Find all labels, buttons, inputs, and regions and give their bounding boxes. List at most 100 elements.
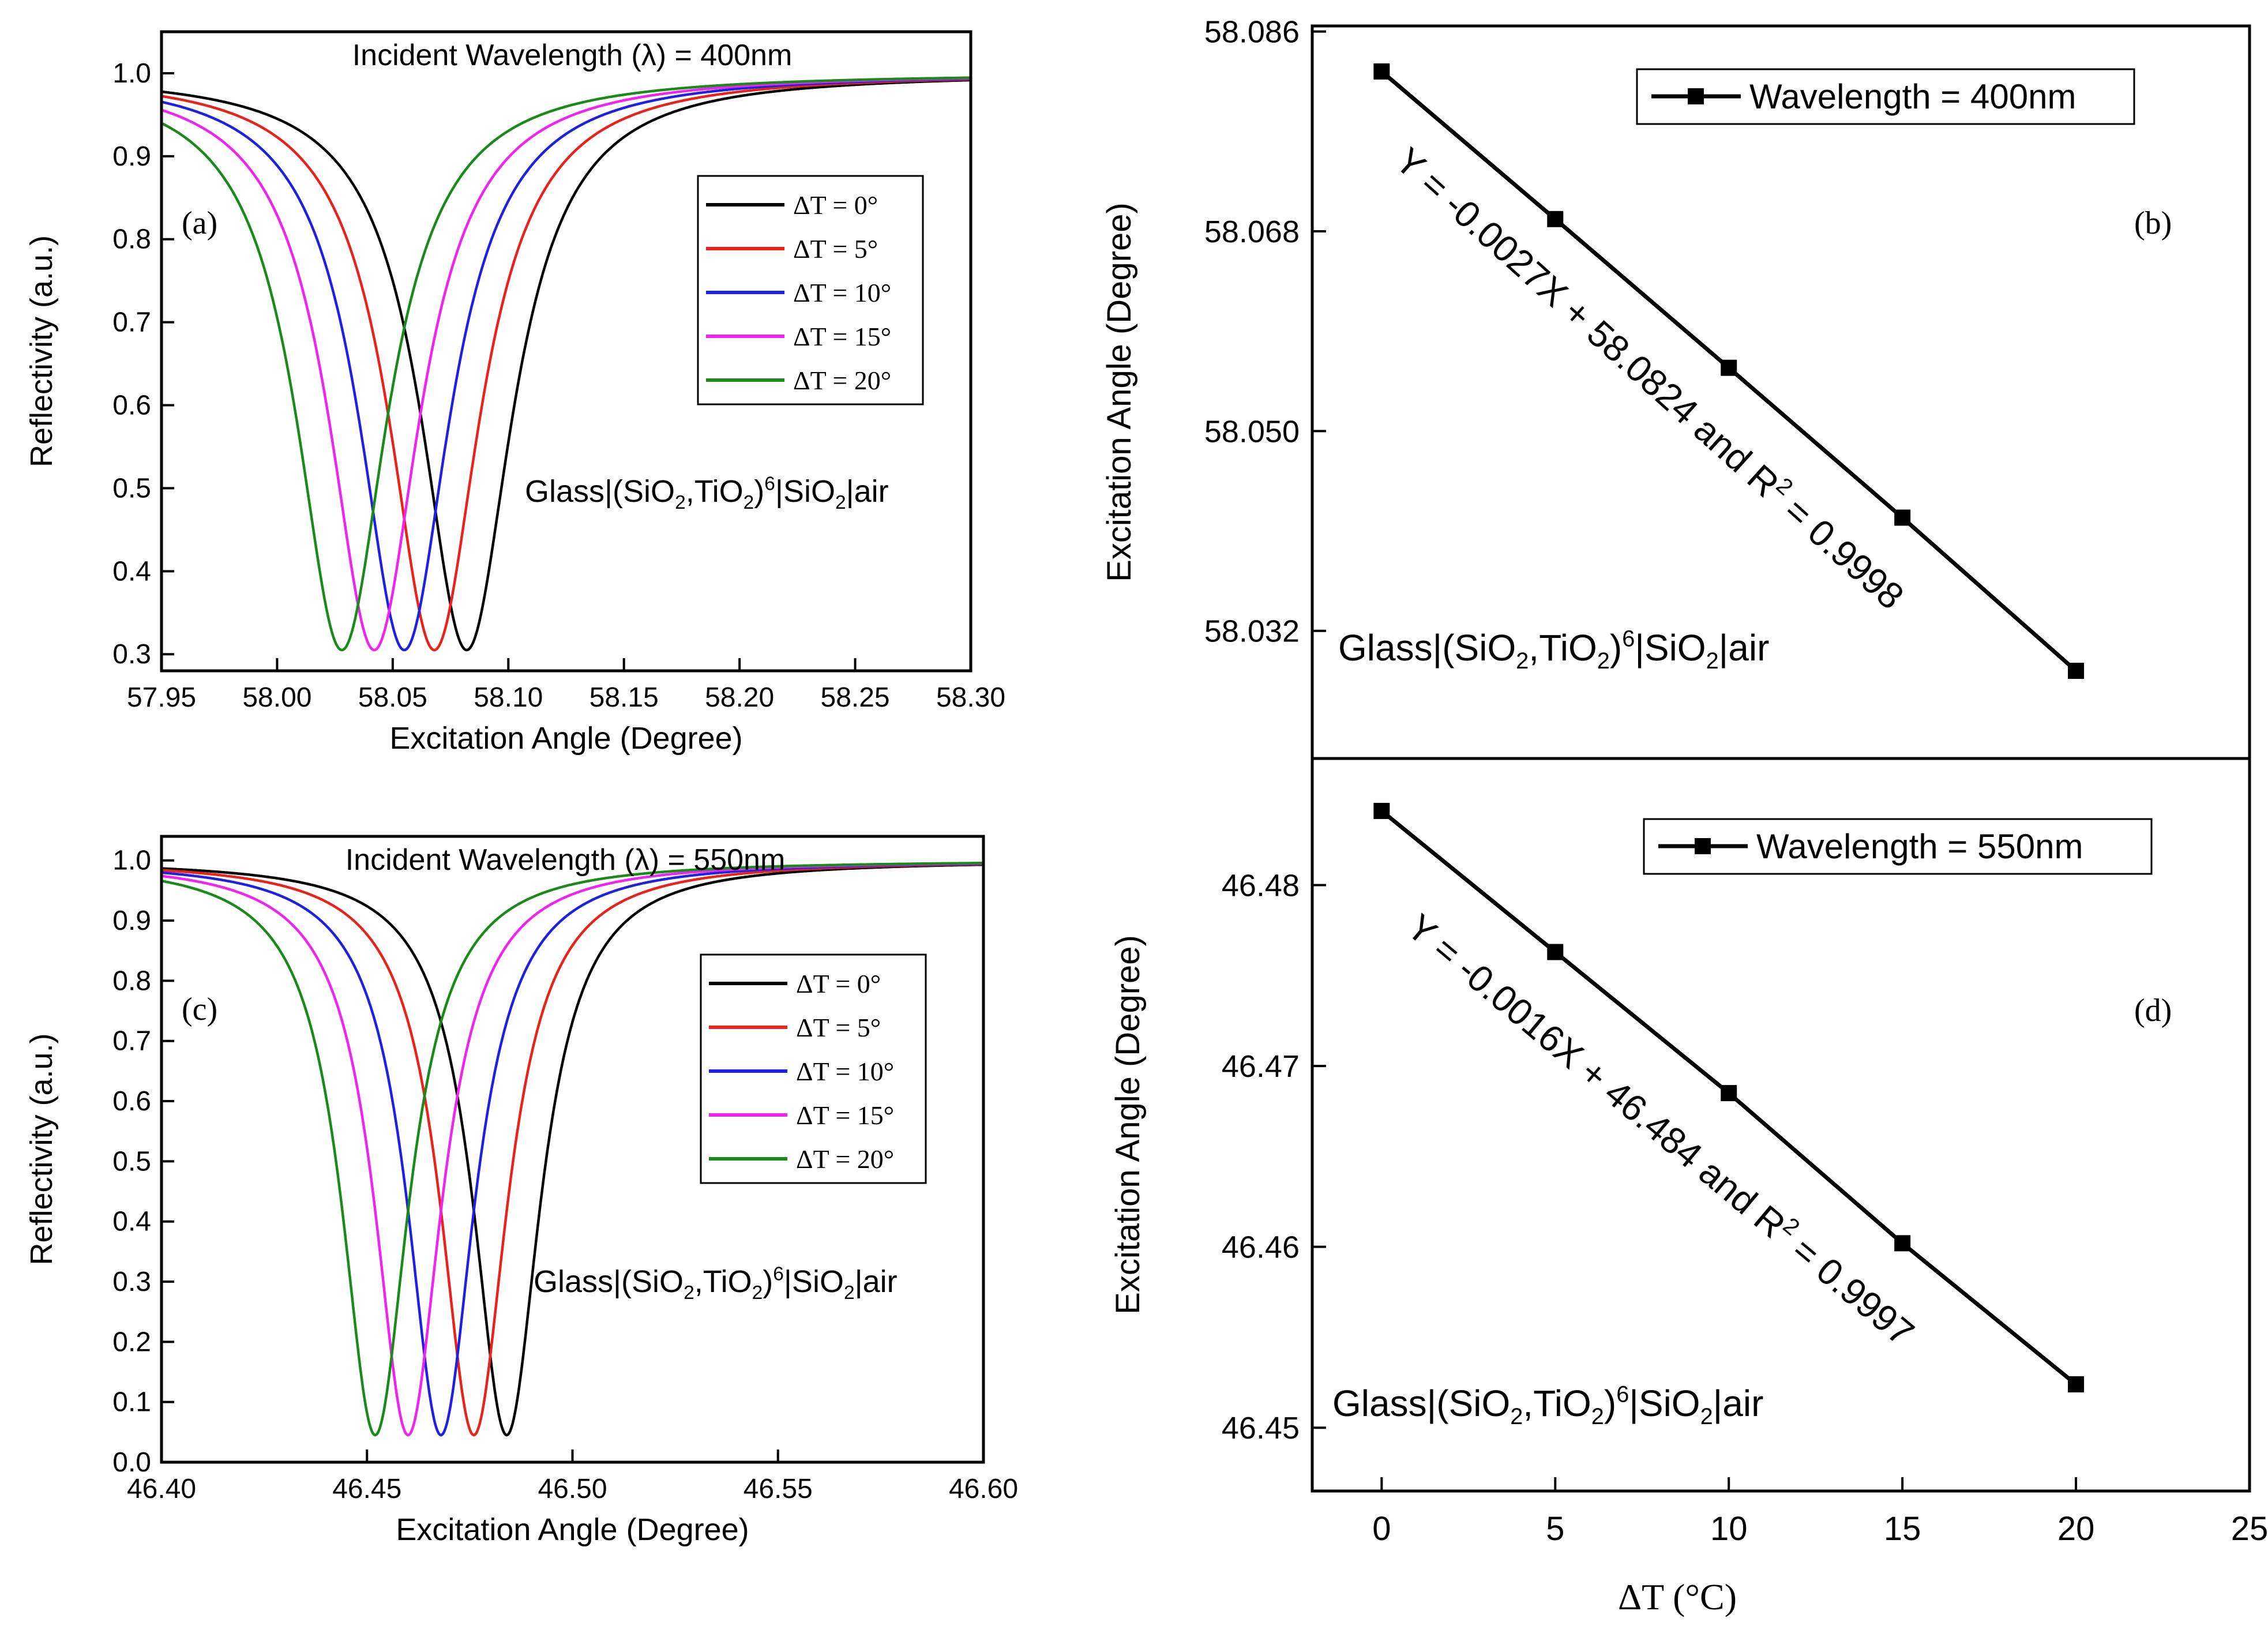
data-point <box>1373 802 1390 819</box>
panel-d: 46.45 46.46 46.47 46.48 Wavelength = 550nm Y … <box>1109 802 2172 1445</box>
y-tick-label: 46.47 <box>1222 1049 1300 1084</box>
series-line-4 <box>162 76 971 652</box>
stack-annotation: Glass|(SiO2,TiO2)6|SiO2|air <box>1332 1382 1763 1429</box>
y-tick-label: 0.2 <box>112 1327 151 1357</box>
legend-entry: ΔT = 15° <box>796 1101 894 1130</box>
x-tick-label: 58.30 <box>936 682 1005 713</box>
data-point <box>1894 509 1911 526</box>
y-tick-label: 0.5 <box>112 1146 151 1177</box>
data-point <box>1547 944 1564 960</box>
y-tick-label: 0.8 <box>112 966 151 996</box>
series-line-0 <box>162 78 971 652</box>
y-tick-label: 0.6 <box>112 390 151 421</box>
legend-entry: Wavelength = 550nm <box>1756 827 2083 866</box>
y-tick-label: 58.032 <box>1204 614 1300 649</box>
y-tick-label: 1.0 <box>112 846 151 876</box>
x-axis-label: ΔT (°C) <box>1618 1576 1737 1617</box>
data-point <box>2068 662 2085 679</box>
x-tick-label: 46.40 <box>127 1474 196 1504</box>
curves <box>162 862 983 1437</box>
y-tick-label: 0.4 <box>112 556 151 587</box>
x-tick-label: 46.60 <box>949 1474 1018 1504</box>
x-tick-label: 20 <box>2057 1510 2095 1548</box>
y-tick-label: 46.48 <box>1222 869 1300 903</box>
y-tick-label: 0.9 <box>112 141 151 172</box>
x-tick-label: 58.05 <box>358 682 427 713</box>
stack-annotation: Glass|(SiO2,TiO2)6|SiO2|air <box>534 1263 898 1303</box>
y-tick-label: 0.3 <box>112 1267 151 1297</box>
legend-entry: ΔT = 0° <box>796 969 881 998</box>
chart-title: Incident Wavelength (λ) = 400nm <box>352 39 793 72</box>
stack-annotation: Glass|(SiO2,TiO2)6|SiO2|air <box>525 473 889 513</box>
legend-box <box>697 175 924 405</box>
y-tick-label: 58.068 <box>1204 215 1300 249</box>
x-tick-label: 25 <box>2231 1510 2268 1548</box>
x-tick-label: 46.50 <box>538 1474 607 1504</box>
x-tick-label: 46.45 <box>332 1474 401 1504</box>
legend-entry: Wavelength = 400nm <box>1749 77 2076 116</box>
x-tick-label: 58.20 <box>705 682 774 713</box>
y-axis-label: Reflectivity (a.u.) <box>24 235 59 467</box>
y-tick-label: 46.45 <box>1222 1411 1300 1445</box>
y-tick-label: 0.8 <box>112 224 151 255</box>
curves <box>162 76 971 652</box>
stack-annotation: Glass|(SiO2,TiO2)6|SiO2|air <box>1338 626 1769 674</box>
fit-equation: Y = -0.0016X + 46.484 and R2 = 0.9997 <box>1399 904 1923 1354</box>
y-tick-label: 58.086 <box>1204 15 1300 50</box>
panel-label: (c) <box>182 992 217 1027</box>
data-point <box>1373 63 1390 80</box>
legend-entry: ΔT = 0° <box>793 190 878 220</box>
x-tick-label: 15 <box>1884 1510 1921 1548</box>
y-tick-label: 0.5 <box>112 473 151 504</box>
legend-box <box>700 953 927 1184</box>
panel-a: 57.95 58.00 58.05 58.10 58.15 58.20 58.25 58.30… <box>24 39 1005 756</box>
y-tick-label: 0.7 <box>112 307 151 338</box>
x-tick-label: 58.25 <box>821 682 890 713</box>
x-tick-label: 46.55 <box>744 1474 813 1504</box>
y-tick-label: 0.9 <box>112 906 151 936</box>
panel-label: (b) <box>2134 205 2172 241</box>
y-tick-label: 58.050 <box>1204 414 1300 449</box>
y-tick-label: 0.7 <box>112 1026 151 1057</box>
series-line-1 <box>162 78 971 652</box>
y-axis-label: Excitation Angle (Degree) <box>1109 935 1147 1315</box>
data-point <box>1721 1085 1737 1102</box>
series-line-4 <box>162 862 983 1437</box>
y-axis-label: Reflectivity (a.u.) <box>24 1033 59 1265</box>
panel-label: (a) <box>182 205 217 241</box>
x-tick-label: 58.00 <box>242 682 311 713</box>
y-tick-label: 0.3 <box>112 639 151 670</box>
panel-label: (d) <box>2134 993 2172 1028</box>
x-tick-label: 58.15 <box>589 682 659 713</box>
data-point <box>1721 359 1737 376</box>
legend-marker <box>1688 88 1704 104</box>
panel-c: 46.40 46.45 46.50 46.55 46.60 0.0 0.1 0.2 0.3 0.4… <box>24 843 1018 1547</box>
y-tick-label: 0.0 <box>112 1447 151 1478</box>
panel-b: 58.032 58.050 58.068 58.086 Wavelength = 400… <box>1101 15 2172 679</box>
y-tick-label: 1.0 <box>112 58 151 89</box>
fit-equation: Y = -0.0027X + 58.0824 and R2 = 0.9998 <box>1388 138 1913 618</box>
x-tick-label: 57.95 <box>127 682 196 713</box>
y-tick-label: 0.4 <box>112 1207 151 1237</box>
series-line-0 <box>162 863 983 1437</box>
x-tick-label: 58.10 <box>474 682 543 713</box>
legend-entry: ΔT = 5° <box>793 234 878 264</box>
legend-entry: ΔT = 15° <box>793 322 891 351</box>
y-axis-label: Excitation Angle (Degree) <box>1101 202 1138 582</box>
y-tick-label: 0.1 <box>112 1387 151 1418</box>
plot-frame <box>160 30 972 673</box>
data-point <box>1547 211 1564 227</box>
y-tick-label: 0.6 <box>112 1086 151 1117</box>
chart-title: Incident Wavelength (λ) = 550nm <box>346 843 786 877</box>
right-column-axes: 0 5 10 15 20 25 ΔT (°C) <box>1311 24 2268 1617</box>
x-axis-label: Excitation Angle (Degree) <box>389 721 742 756</box>
data-point <box>1894 1235 1911 1252</box>
legend-entry: ΔT = 5° <box>796 1013 881 1042</box>
x-tick-label: 0 <box>1372 1510 1391 1548</box>
data-point <box>2068 1376 2085 1392</box>
x-tick-label: 10 <box>1710 1510 1748 1548</box>
legend-marker <box>1695 838 1711 854</box>
legend-entry: ΔT = 10° <box>796 1057 894 1086</box>
y-tick-label: 46.46 <box>1222 1230 1300 1265</box>
